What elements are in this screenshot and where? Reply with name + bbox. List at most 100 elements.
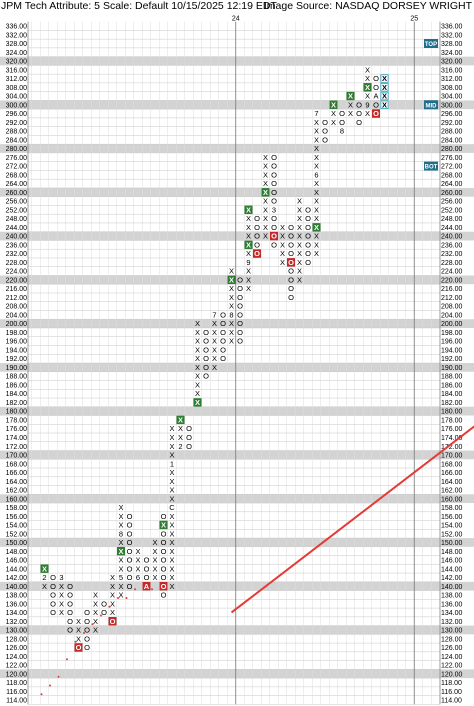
y-tick-label-right: 126.00 bbox=[441, 645, 463, 652]
pnf-box: O bbox=[254, 214, 260, 223]
pnf-box: X bbox=[212, 354, 217, 363]
highlight-row bbox=[0, 319, 474, 328]
pnf-box: X bbox=[314, 214, 319, 223]
pnf-box: 3 bbox=[59, 573, 63, 582]
pnf-box: O bbox=[67, 626, 73, 635]
y-tick-label-left: 164.00 bbox=[6, 479, 28, 486]
pnf-box: O bbox=[144, 556, 150, 565]
pnf-box: X bbox=[195, 372, 200, 381]
pnf-box: X bbox=[263, 205, 268, 214]
y-tick-label-right: 180.00 bbox=[441, 409, 463, 416]
y-tick-label-left: 144.00 bbox=[6, 566, 28, 573]
y-tick-label-right: 260.00 bbox=[441, 190, 463, 197]
pnf-box: X bbox=[169, 547, 174, 556]
y-tick-label-left: 176.00 bbox=[6, 426, 28, 433]
pnf-box: X bbox=[229, 275, 234, 284]
pnf-box: O bbox=[237, 310, 243, 319]
pnf-box: X bbox=[382, 92, 387, 101]
pnf-box: X bbox=[118, 564, 123, 573]
pnf-box: X bbox=[76, 626, 81, 635]
y-tick-label-left: 312.00 bbox=[6, 76, 28, 83]
pnf-box: X bbox=[212, 363, 217, 372]
highlight-row bbox=[0, 56, 474, 66]
pnf-box: X bbox=[135, 547, 140, 556]
pnf-box: O bbox=[288, 275, 294, 284]
pnf-box: O bbox=[237, 328, 243, 337]
y-tick-label-left: 328.00 bbox=[6, 41, 28, 48]
pnf-box: X bbox=[314, 197, 319, 206]
y-tick-label-right: 160.00 bbox=[441, 496, 463, 503]
pnf-box: X bbox=[195, 354, 200, 363]
pnf-box: X bbox=[280, 249, 285, 258]
y-tick-label-left: 336.00 bbox=[6, 24, 28, 31]
pnf-box: X bbox=[246, 284, 251, 293]
signal-box bbox=[74, 643, 83, 652]
signal-box bbox=[329, 100, 338, 109]
pnf-box: X bbox=[169, 529, 174, 538]
pnf-box: X bbox=[314, 162, 319, 171]
pnf-box: A bbox=[373, 92, 378, 101]
pnf-box: 8 bbox=[340, 127, 344, 136]
y-tick-label-left: 260.00 bbox=[6, 190, 28, 197]
y-tick-label-left: 232.00 bbox=[6, 251, 28, 258]
y-tick-label-left: 134.00 bbox=[6, 610, 28, 617]
pnf-box: O bbox=[254, 232, 260, 241]
pnf-box: O bbox=[127, 512, 133, 521]
pnf-box: O bbox=[127, 538, 133, 547]
y-tick-label-right: 244.00 bbox=[441, 225, 463, 232]
highlight-row bbox=[0, 187, 474, 197]
pnf-box: O bbox=[305, 249, 311, 258]
y-tick-label-right: 134.00 bbox=[441, 610, 463, 617]
support-dot bbox=[151, 588, 153, 591]
pnf-box: X bbox=[169, 433, 174, 442]
y-tick-label-left: 150.00 bbox=[6, 540, 28, 547]
pnf-box: X bbox=[297, 267, 302, 276]
pnf-box: O bbox=[254, 240, 260, 249]
y-tick-label-left: 264.00 bbox=[6, 181, 28, 188]
pnf-box: X bbox=[314, 232, 319, 241]
y-tick-label-right: 176.00 bbox=[441, 426, 463, 433]
pnf-box: O bbox=[339, 109, 345, 118]
pnf-box: X bbox=[331, 109, 336, 118]
y-tick-label-right: 308.00 bbox=[441, 85, 463, 92]
highlight-row bbox=[0, 625, 474, 635]
pnf-box: O bbox=[161, 538, 167, 547]
pnf-box: X bbox=[135, 556, 140, 565]
y-tick-label-right: 192.00 bbox=[441, 356, 463, 363]
pnf-box: X bbox=[348, 109, 353, 118]
y-tick-label-left: 142.00 bbox=[6, 575, 28, 582]
pnf-box: X bbox=[263, 232, 268, 241]
pnf-box: X bbox=[297, 232, 302, 241]
y-tick-label-left: 166.00 bbox=[6, 470, 28, 477]
pnf-box: O bbox=[271, 162, 277, 171]
pnf-box: X bbox=[263, 170, 268, 179]
y-tick-label-right: 288.00 bbox=[441, 129, 463, 136]
y-tick-label-left: 160.00 bbox=[6, 496, 28, 503]
y-tick-label-right: 164.00 bbox=[441, 479, 463, 486]
pnf-box: O bbox=[271, 240, 277, 249]
y-tick-label-left: 136.00 bbox=[6, 601, 28, 608]
pnf-box: X bbox=[229, 328, 234, 337]
signal-box bbox=[363, 83, 372, 92]
pnf-box: O bbox=[161, 582, 167, 591]
y-tick-label-left: 198.00 bbox=[6, 330, 28, 337]
pnf-box: O bbox=[288, 232, 294, 241]
pnf-box: O bbox=[322, 127, 328, 136]
pnf-box: X bbox=[348, 100, 353, 109]
pnf-box: O bbox=[67, 599, 73, 608]
y-tick-label-right: 296.00 bbox=[441, 111, 463, 118]
pnf-box: X bbox=[169, 556, 174, 565]
pnf-box: O bbox=[203, 345, 209, 354]
pnf-box: O bbox=[271, 153, 277, 162]
pnf-box: X bbox=[118, 547, 123, 556]
pnf-box: X bbox=[110, 582, 115, 591]
signal-box bbox=[193, 398, 202, 407]
y-tick-label-left: 188.00 bbox=[6, 374, 28, 381]
highlight-row bbox=[0, 450, 474, 460]
pnf-box: X bbox=[348, 92, 353, 101]
pnf-box: X bbox=[169, 442, 174, 451]
y-tick-label-left: 224.00 bbox=[6, 269, 28, 276]
y-tick-label-right: 300.00 bbox=[441, 102, 463, 109]
pnf-box: X bbox=[297, 249, 302, 258]
pnf-box: X bbox=[314, 240, 319, 249]
